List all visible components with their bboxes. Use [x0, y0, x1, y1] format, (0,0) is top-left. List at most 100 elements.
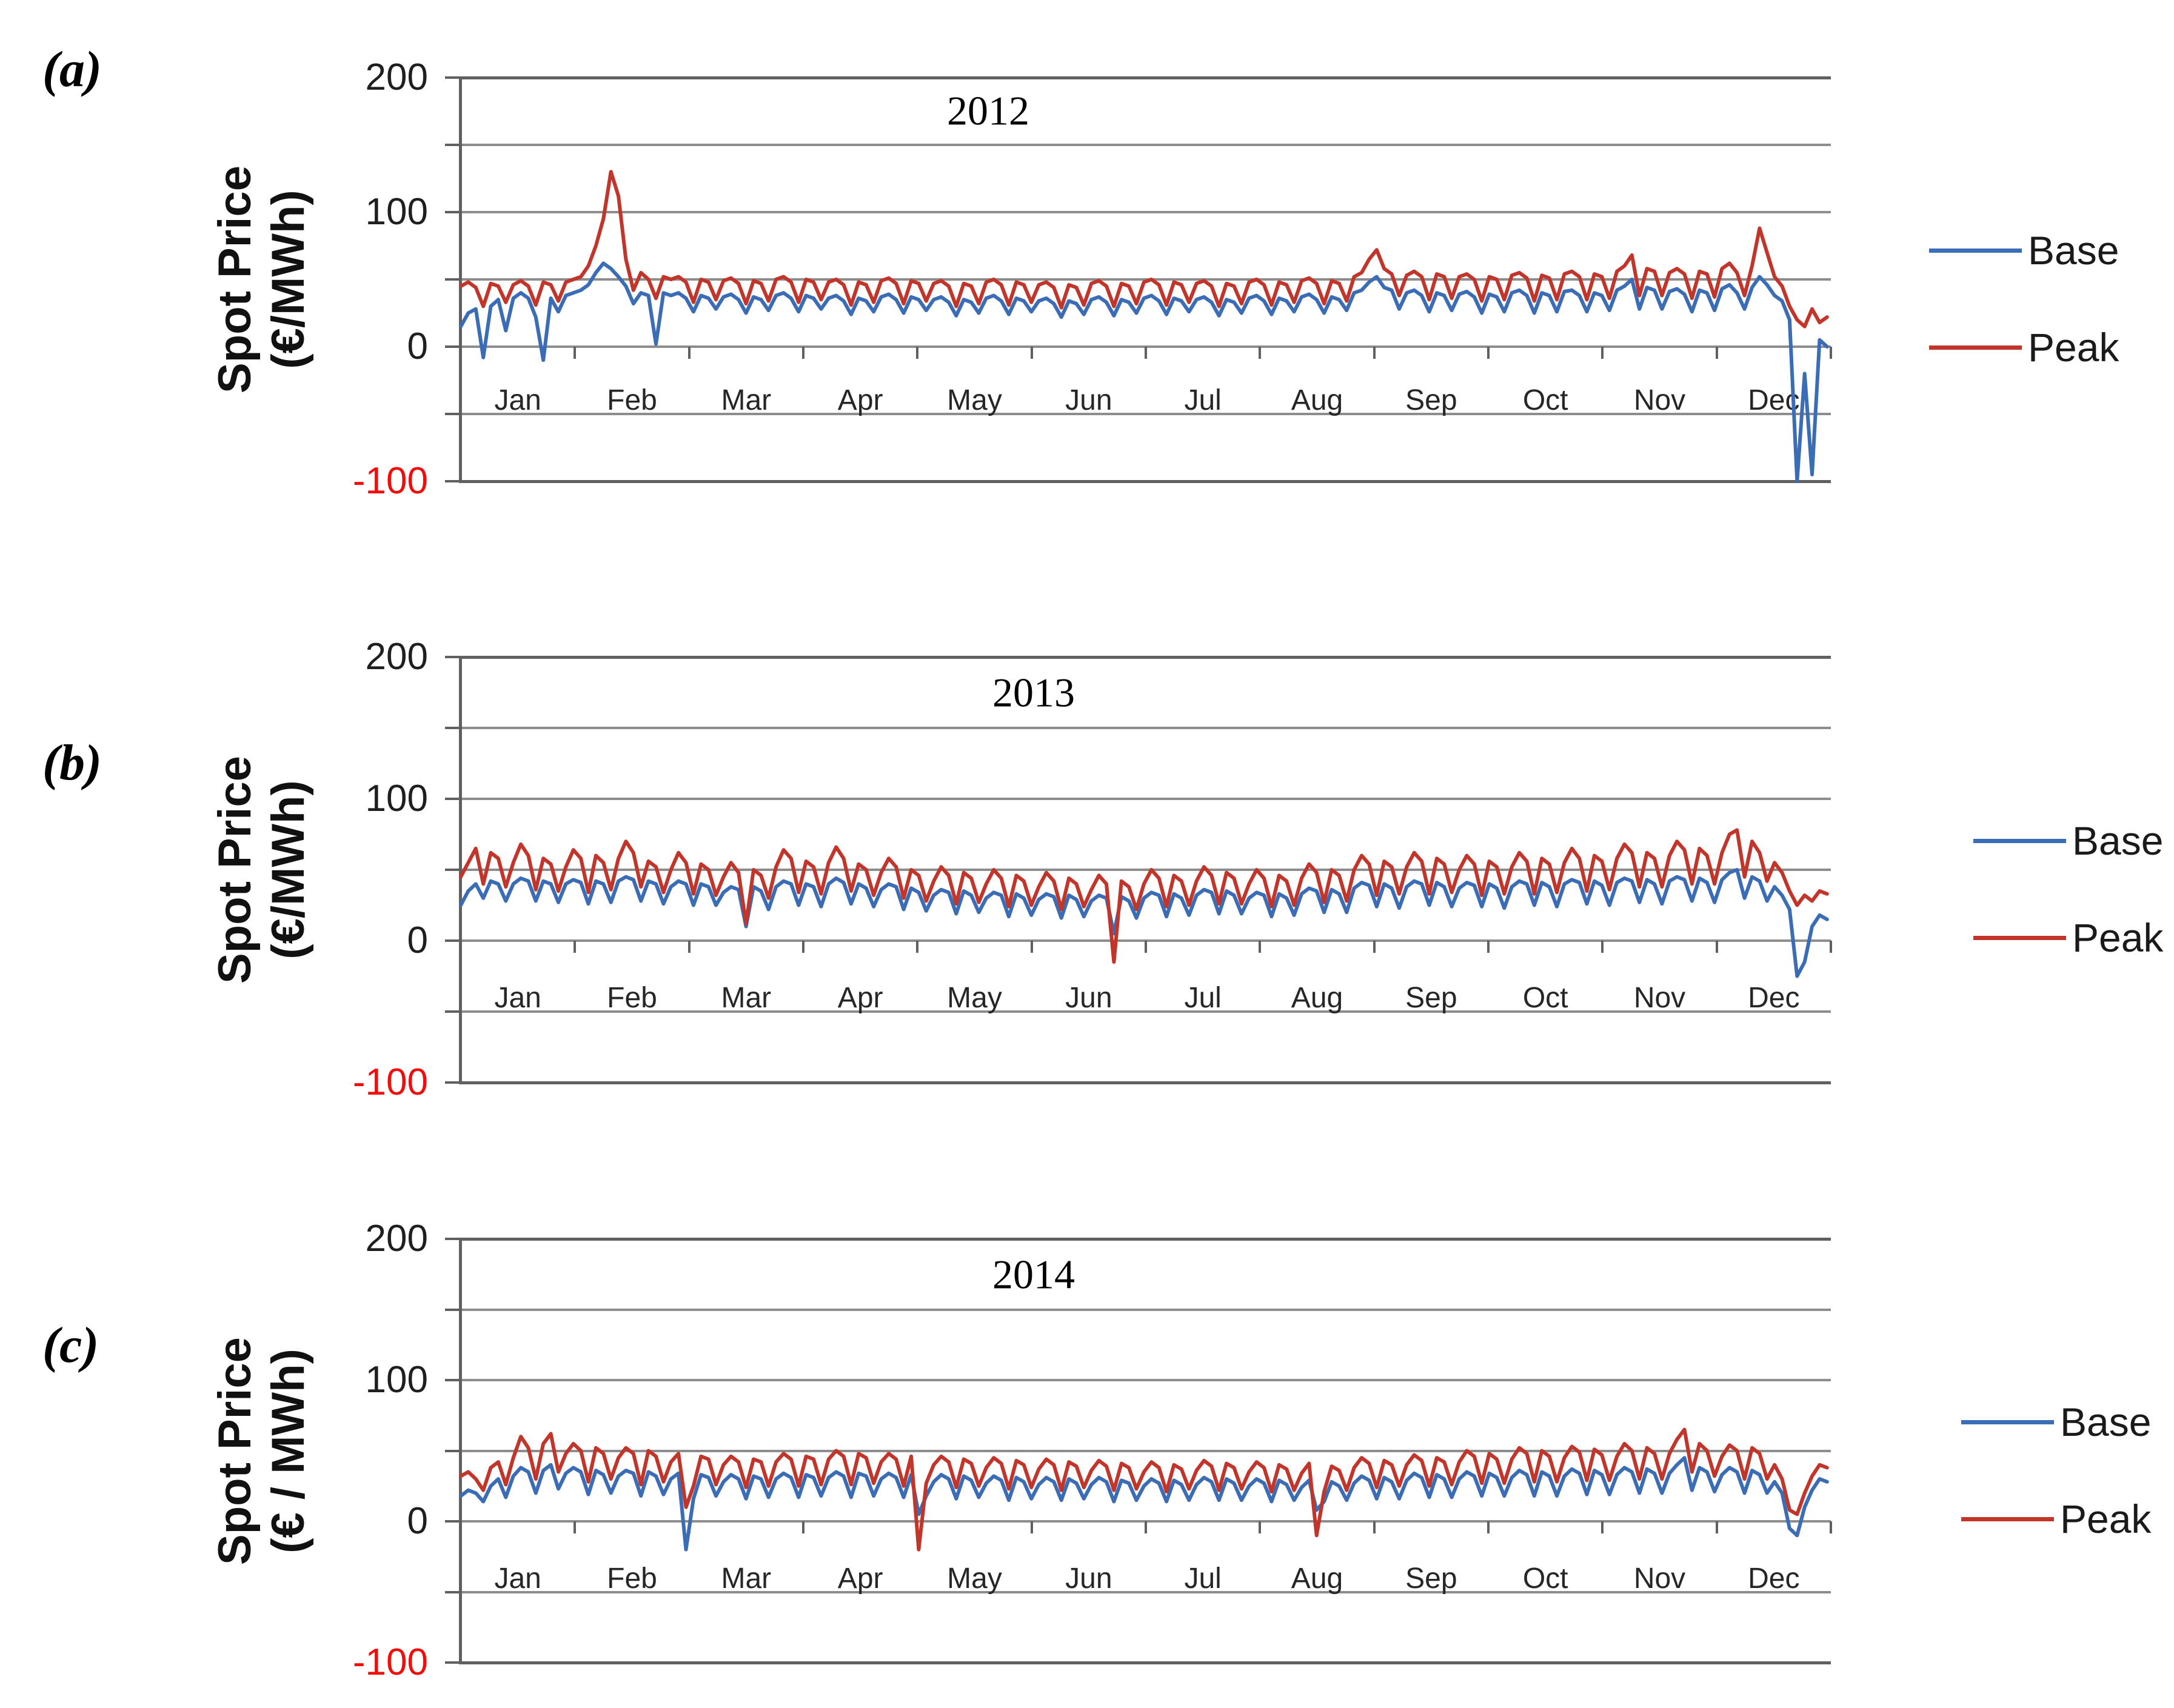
chart-title: 2014	[992, 1251, 1075, 1298]
y-axis-title: Spot Price (€/MWh)	[209, 165, 315, 393]
y-tick	[445, 144, 461, 146]
x-tick-label-sep: Sep	[1405, 384, 1457, 416]
plot-frame-line	[461, 655, 1831, 659]
legend-item-base: Base	[1929, 226, 2119, 275]
x-tick	[1259, 941, 1262, 953]
x-tick	[1145, 941, 1147, 953]
x-tick	[1145, 347, 1147, 359]
y-axis-title-line2: (€/MWh)	[263, 190, 314, 369]
x-tick-label-jun: Jun	[1065, 982, 1112, 1014]
x-tick	[460, 941, 462, 953]
x-tick	[1601, 941, 1604, 953]
y-tick	[445, 1010, 461, 1013]
plot-frame-line	[461, 1081, 1831, 1084]
y-axis-line	[459, 76, 462, 483]
plot-area-2012	[459, 170, 1829, 483]
x-tick	[574, 347, 577, 359]
gridline	[461, 211, 1831, 213]
y-axis-title-line1: Spot Price	[209, 165, 261, 393]
x-tick	[1601, 1521, 1604, 1533]
x-tick-label-aug: Aug	[1291, 982, 1343, 1014]
y-tick-label: -100	[352, 1641, 428, 1683]
x-tick-label-dec: Dec	[1748, 1562, 1800, 1595]
y-axis-title: Spot Price (€/MWh)	[209, 756, 315, 984]
x-tick	[460, 1521, 462, 1533]
plot-frame-line	[461, 479, 1831, 483]
y-tick-label: 100	[365, 191, 428, 233]
x-tick	[1373, 1521, 1376, 1533]
x-tick	[1030, 1521, 1033, 1533]
y-tick	[445, 211, 461, 213]
x-tick	[1830, 941, 1832, 953]
gridline	[461, 1308, 1831, 1311]
plot-area-2014	[459, 1427, 1829, 1552]
plot-frame-line	[461, 1661, 1831, 1664]
gridline	[461, 413, 1831, 415]
x-tick	[1715, 347, 1718, 359]
y-tick	[445, 480, 461, 482]
series-line-peak	[459, 1427, 1829, 1552]
x-tick-label-mar: Mar	[721, 982, 772, 1014]
y-tick	[445, 1379, 461, 1381]
legend-item-base: Base	[1961, 1398, 2151, 1446]
x-tick-label-jul: Jul	[1184, 982, 1222, 1014]
x-tick-label-may: May	[947, 384, 1002, 416]
series-line-peak	[459, 828, 1829, 964]
panel-letter: (c)	[42, 1317, 99, 1373]
x-tick	[1030, 347, 1033, 359]
plot-area-2013	[459, 828, 1829, 978]
gridline	[461, 798, 1831, 800]
series-line-peak	[459, 170, 1829, 329]
x-tick-label-jan: Jan	[494, 982, 541, 1014]
x-tick-label-jun: Jun	[1065, 384, 1112, 416]
legend-label-base: Base	[2060, 1399, 2152, 1444]
x-tick-label-may: May	[947, 1562, 1002, 1595]
x-tick	[1259, 1521, 1262, 1533]
y-tick-label: 100	[365, 778, 428, 819]
x-tick-label-apr: Apr	[837, 982, 883, 1014]
x-tick-label-nov: Nov	[1633, 1562, 1686, 1595]
panel-letter: (a)	[42, 41, 102, 98]
x-tick-label-sep: Sep	[1405, 982, 1457, 1014]
y-tick	[445, 345, 461, 348]
x-tick-label-dec: Dec	[1748, 982, 1800, 1014]
x-tick-label-sep: Sep	[1405, 1562, 1457, 1595]
x-tick-label-feb: Feb	[607, 982, 657, 1014]
y-axis-title-line1: Spot Price	[209, 1337, 261, 1565]
x-tick-label-nov: Nov	[1633, 982, 1686, 1014]
x-tick	[1373, 347, 1376, 359]
base-line-sample	[1961, 1419, 2054, 1424]
panel-letter: (b)	[42, 735, 102, 791]
y-axis-title-line1: Spot Price	[209, 756, 261, 984]
y-tick	[445, 1520, 461, 1523]
x-tick-label-apr: Apr	[837, 384, 883, 416]
x-tick	[916, 941, 919, 953]
peak-line-sample	[1929, 345, 2022, 350]
gridline	[461, 1590, 1831, 1593]
legend-label-base: Base	[2072, 818, 2164, 863]
x-tick-label-jan: Jan	[494, 384, 541, 416]
x-tick-label-jan: Jan	[494, 1562, 541, 1595]
plot-frame-line	[461, 1237, 1831, 1241]
x-tick	[802, 941, 804, 953]
x-tick	[687, 941, 691, 953]
y-tick-label: 200	[365, 56, 428, 98]
x-tick-label-aug: Aug	[1291, 1562, 1343, 1595]
y-tick	[445, 656, 461, 658]
x-tick	[1487, 1521, 1490, 1533]
x-tick-label-may: May	[947, 982, 1002, 1014]
legend-item-peak: Peak	[1961, 1495, 2151, 1543]
y-axis-line	[459, 1238, 462, 1664]
x-tick	[1830, 1521, 1832, 1533]
y-axis-line	[459, 656, 462, 1084]
x-tick-label-apr: Apr	[837, 1562, 883, 1595]
x-tick-label-mar: Mar	[721, 384, 772, 416]
y-tick	[445, 869, 461, 871]
y-tick-label: 0	[407, 325, 428, 367]
y-tick	[445, 1661, 461, 1664]
y-tick	[445, 1308, 461, 1311]
gridline	[461, 727, 1831, 729]
x-tick	[687, 347, 691, 359]
x-tick-label-jul: Jul	[1184, 1562, 1222, 1595]
